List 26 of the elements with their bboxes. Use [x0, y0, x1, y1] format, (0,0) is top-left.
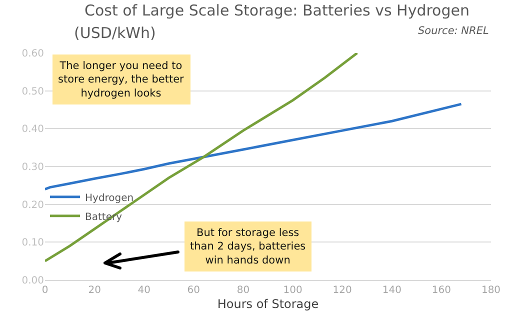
y-tick-label: 0.60	[22, 48, 44, 60]
y-tick-label: 0.50	[22, 86, 44, 98]
y-tick-label: 0.20	[22, 200, 44, 211]
x-tick-label: 100	[283, 285, 302, 296]
x-tick-label: 40	[138, 285, 150, 296]
y-axis-title: (USD/kWh)	[74, 24, 156, 42]
annotation: But for storage less than 2 days, batteries win hands down	[190, 227, 306, 266]
y-tick-label: 0.30	[22, 162, 44, 173]
line-series	[45, 53, 358, 262]
x-tick-label: 140	[382, 285, 402, 296]
source-note: Source: NREL	[418, 25, 489, 37]
chart-title: Cost of Large Scale Storage: Batteries vs Hydrogen	[84, 1, 470, 20]
y-tick-label: 0.40	[22, 124, 44, 136]
x-axis-title: Hours of Storage	[217, 296, 319, 311]
y-tick-label: 0.00	[22, 276, 44, 286]
line-series	[45, 102, 463, 190]
legend-label: Hydrogen	[85, 192, 134, 204]
x-tick-label: 80	[236, 285, 250, 296]
x-tick-label: 160	[432, 285, 451, 296]
x-tick-label: 60	[187, 285, 200, 296]
x-tick-label: 20	[88, 285, 101, 296]
x-tick-label: 0	[42, 285, 48, 296]
y-tick-label: 0.10	[22, 238, 44, 249]
x-tick-label: 180	[481, 285, 501, 296]
annotation: The longer you need to store energy, the better hydrogen looks	[58, 60, 185, 100]
x-tick-label: 120	[332, 285, 352, 296]
